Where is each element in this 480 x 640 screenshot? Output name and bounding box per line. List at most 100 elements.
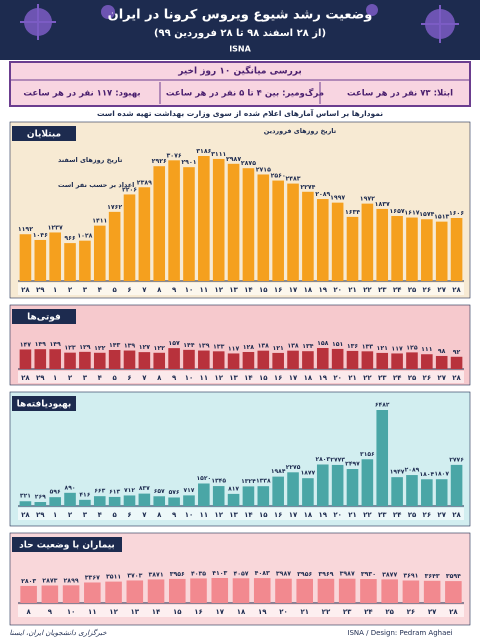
value-label: ۵۷۶	[169, 489, 180, 496]
x-tick-label: ۱۳	[229, 286, 238, 294]
panel-title: مبتلایان	[27, 130, 61, 140]
x-tick-label: ۱۹	[318, 511, 327, 519]
x-tick-label: ۱۵	[259, 286, 268, 294]
annotation: تاریخ روزهای فروردین	[264, 127, 336, 135]
x-tick-label: ۱۹	[258, 608, 267, 616]
value-label: ۱۲۱	[272, 345, 283, 352]
value-label: ۱۳۹	[124, 343, 136, 350]
summary-death: مرگ‌ومیر: بین ۴ تا ۵ نفر در هر ساعت	[166, 88, 324, 99]
bar	[275, 578, 292, 603]
value-label: ۱۳۴	[302, 343, 314, 350]
x-tick-label: ۷	[142, 511, 147, 519]
x-tick-label: ۲۸	[452, 511, 461, 519]
value-label: ۹۶۶	[64, 235, 76, 242]
value-label: ۲۰۸۹	[315, 191, 330, 198]
x-tick-label: ۲۱	[348, 511, 357, 519]
bar	[331, 202, 344, 281]
value-label: ۱۲۳	[64, 345, 76, 352]
value-label: ۱۸۷۷	[301, 470, 316, 477]
bar	[445, 581, 462, 603]
bar	[49, 232, 61, 281]
bar	[227, 353, 240, 369]
value-label: ۲۸۰۳	[21, 578, 36, 585]
value-label: ۱۱۷	[228, 345, 240, 352]
value-label: ۳۶۹۱	[403, 573, 418, 580]
x-tick-label: ۱۱	[200, 374, 209, 382]
x-tick-label: ۱۷	[289, 286, 298, 294]
x-tick-label: ۱۴	[244, 511, 253, 519]
value-label: ۳۱۵۶	[360, 451, 375, 458]
value-label: ۱۱۱	[421, 346, 432, 353]
bar	[242, 168, 255, 281]
bar	[19, 349, 32, 369]
x-tick-label: ۲۲	[363, 286, 372, 294]
value-label: ۲۸۷۳	[42, 577, 57, 584]
bar	[242, 351, 255, 369]
value-label: ۳۹۸۷	[276, 571, 291, 578]
x-tick-label: ۱۸	[304, 374, 313, 382]
value-label: ۹۲	[453, 349, 461, 356]
bar	[257, 350, 270, 369]
summary-title: بررسی میانگین ۱۰ روز اخیر	[177, 65, 301, 77]
x-tick-label: ۱۱	[200, 286, 209, 294]
x-tick-label: ۲۹	[36, 286, 45, 294]
summary-infection: ابتلا: ۷۳ نفر در هر ساعت	[347, 89, 453, 99]
x-tick-label: ۱۸	[304, 511, 313, 519]
value-label: ۱۵۱۳	[434, 214, 449, 221]
value-label: ۱۲۸	[243, 344, 255, 351]
x-tick-label: ۲۵	[408, 511, 417, 519]
bar	[64, 352, 76, 369]
x-tick-label: ۶	[127, 374, 131, 382]
x-tick-label: ۱۸	[304, 286, 313, 294]
x-tick-label: ۴	[98, 286, 103, 294]
x-tick-label: ۱۹	[318, 286, 327, 294]
panel-title: بهبودیافته‌ها	[17, 400, 72, 410]
bar	[211, 578, 229, 603]
value-label: ۱۴۱۱	[92, 218, 107, 225]
x-tick-label: ۳	[83, 374, 88, 382]
value-label: ۲۲۰۶	[122, 186, 137, 193]
x-tick-label: ۲۱	[300, 608, 309, 616]
bar	[287, 350, 299, 369]
bar	[272, 476, 284, 506]
value-label: ۴۱۶	[79, 491, 90, 498]
footer-signature: خبرگزاری دانشجویان ایران، ایسنا	[9, 628, 107, 637]
bar	[272, 352, 284, 369]
bar	[212, 486, 225, 506]
bar	[153, 496, 166, 506]
value-label: ۶۱۳	[109, 488, 120, 495]
x-tick-label: ۲	[68, 511, 73, 519]
x-tick-label: ۱۴	[244, 374, 253, 382]
bar	[198, 350, 210, 369]
bar	[227, 163, 240, 281]
value-label: ۷۱۷	[183, 487, 194, 494]
x-tick-label: ۱۰	[185, 511, 194, 519]
bar	[79, 240, 91, 281]
x-tick-label: ۲۳	[343, 608, 352, 616]
value-label: ۱۰۴۶	[33, 232, 48, 239]
value-label: ۳۸۷۷	[382, 571, 397, 578]
bar	[360, 579, 377, 603]
bar	[450, 356, 463, 369]
bar	[19, 234, 32, 281]
value-label: ۱۹۸۴	[271, 468, 286, 475]
bar	[257, 174, 270, 281]
panel-title: فوتی‌ها	[27, 313, 61, 323]
value-label: ۱۶۱۷	[404, 210, 419, 217]
bar	[391, 353, 403, 369]
x-tick-label: ۱۲	[214, 511, 223, 519]
value-label: ۳۹۳۰	[361, 571, 376, 578]
bar	[296, 578, 313, 603]
x-tick-label: ۵	[112, 511, 117, 519]
bar	[49, 349, 61, 369]
value-label: ۴۰۸۳	[255, 570, 270, 577]
x-tick-label: ۱۴	[152, 608, 161, 616]
bar	[183, 495, 195, 506]
bar	[153, 352, 166, 369]
bar	[123, 350, 136, 369]
title: وضعیت رشد شیوع ویروس کرونا در ایران	[108, 8, 373, 23]
x-tick-label: ۲۸	[21, 511, 30, 519]
value-label: ۱۳۴۵	[211, 478, 226, 485]
bar	[257, 486, 270, 506]
panel-title-box	[12, 309, 76, 324]
